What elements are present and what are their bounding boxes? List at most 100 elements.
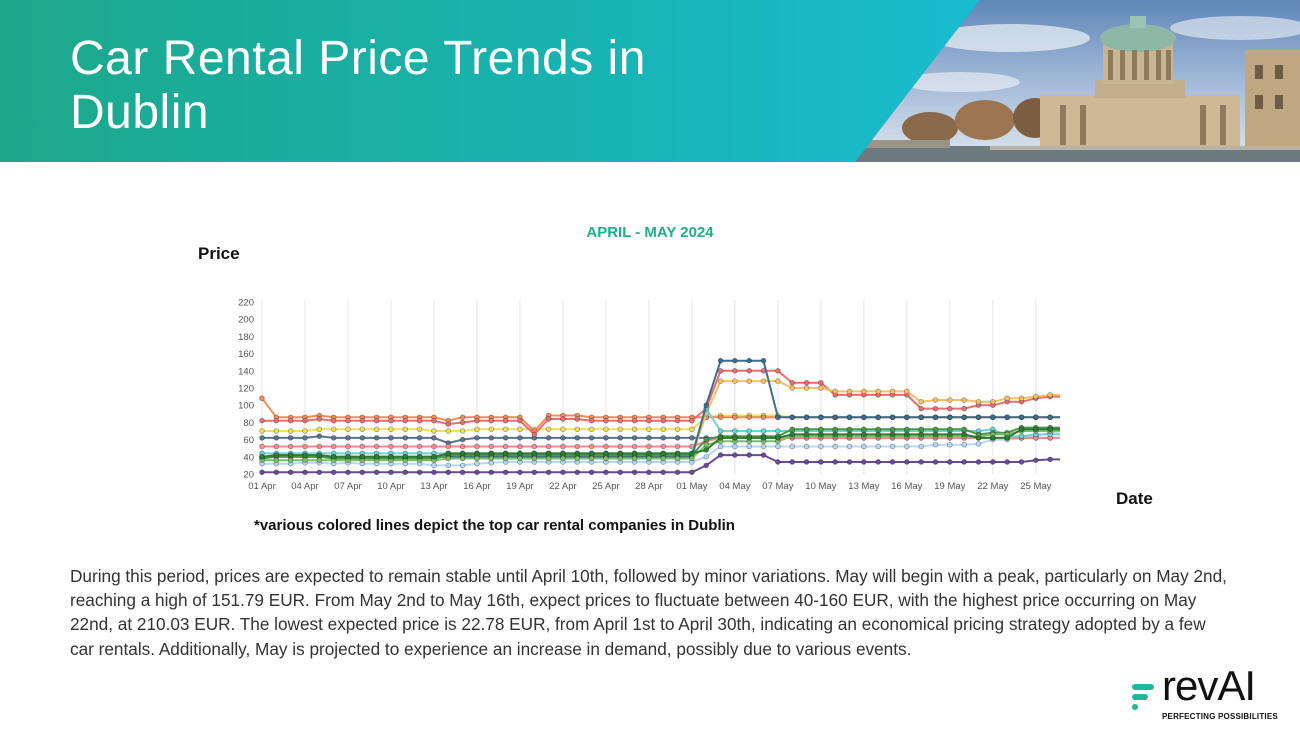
series-point bbox=[302, 452, 308, 458]
series-point bbox=[431, 462, 437, 469]
series-point bbox=[517, 417, 523, 424]
series-point bbox=[431, 443, 437, 450]
series-point bbox=[760, 414, 767, 421]
series-point bbox=[846, 459, 853, 465]
series-point bbox=[875, 431, 881, 438]
series-point bbox=[402, 435, 409, 441]
series-point bbox=[287, 443, 294, 450]
series-point bbox=[502, 450, 509, 457]
series-point bbox=[932, 397, 939, 403]
series-point bbox=[287, 457, 294, 464]
series-point bbox=[617, 469, 624, 476]
series-point bbox=[517, 469, 523, 476]
series-point bbox=[474, 426, 480, 433]
description-paragraph: During this period, prices are expected … bbox=[70, 566, 1227, 659]
y-tick-label: 220 bbox=[238, 298, 254, 309]
series-point bbox=[889, 414, 896, 421]
series-point bbox=[531, 431, 538, 438]
series-point bbox=[588, 455, 595, 462]
x-tick-label: 01 Apr bbox=[248, 481, 275, 492]
series-point bbox=[846, 431, 853, 438]
series-point bbox=[689, 435, 695, 441]
series-point bbox=[345, 454, 351, 460]
series-point bbox=[345, 443, 351, 450]
series-point bbox=[459, 419, 466, 426]
series-point bbox=[1033, 426, 1039, 433]
series-point bbox=[459, 443, 466, 450]
series-point bbox=[947, 414, 953, 421]
series-point bbox=[1004, 435, 1010, 441]
y-tick-label: 160 bbox=[238, 349, 254, 360]
series-point bbox=[545, 469, 552, 476]
series-point bbox=[531, 450, 538, 457]
series-point bbox=[431, 469, 437, 476]
series-point bbox=[947, 441, 953, 448]
y-tick-label: 80 bbox=[243, 418, 254, 429]
series-point bbox=[273, 457, 280, 464]
series-point bbox=[574, 435, 581, 441]
series-point bbox=[703, 402, 710, 408]
series-point bbox=[502, 417, 509, 424]
series-point bbox=[603, 435, 609, 441]
series-point bbox=[803, 459, 810, 465]
series-point bbox=[316, 416, 323, 422]
series-point bbox=[402, 454, 409, 460]
series-point bbox=[918, 459, 924, 465]
series-point bbox=[488, 469, 495, 476]
series-point bbox=[760, 443, 767, 450]
series-point bbox=[775, 443, 781, 450]
series-point bbox=[1004, 395, 1010, 402]
series-point bbox=[631, 426, 638, 433]
x-tick-label: 13 May bbox=[848, 481, 879, 492]
series-point bbox=[717, 357, 724, 364]
series-point bbox=[531, 455, 538, 462]
series-point bbox=[330, 469, 337, 476]
series-point bbox=[259, 428, 265, 434]
series-point bbox=[932, 441, 939, 448]
series-point bbox=[746, 357, 753, 364]
series-point bbox=[273, 469, 280, 476]
series-point bbox=[588, 435, 595, 441]
series-point bbox=[717, 435, 724, 441]
series-point bbox=[746, 452, 753, 458]
series-point bbox=[674, 455, 681, 462]
series-point bbox=[1018, 459, 1025, 465]
series-point bbox=[416, 469, 423, 476]
series-point bbox=[846, 443, 853, 450]
series-point bbox=[574, 426, 581, 433]
series-point bbox=[732, 378, 738, 384]
series-point bbox=[287, 452, 294, 458]
series-point bbox=[947, 426, 953, 433]
series-point bbox=[459, 469, 466, 476]
series-point bbox=[445, 455, 452, 462]
series-point bbox=[1004, 459, 1010, 465]
series-point bbox=[574, 455, 581, 462]
series-point bbox=[889, 426, 896, 433]
series-point bbox=[287, 428, 294, 434]
x-tick-label: 13 Apr bbox=[420, 481, 447, 492]
series-point bbox=[259, 454, 265, 460]
series-point bbox=[574, 450, 581, 457]
x-tick-label: 10 May bbox=[805, 481, 836, 492]
series-point bbox=[717, 378, 724, 384]
series-point bbox=[646, 443, 652, 450]
series-point bbox=[846, 426, 853, 433]
series-point bbox=[588, 450, 595, 457]
series-point bbox=[560, 450, 566, 457]
series-point bbox=[875, 426, 881, 433]
x-tick-label: 28 Apr bbox=[635, 481, 662, 492]
series-point bbox=[875, 443, 881, 450]
series-point bbox=[660, 469, 667, 476]
series-point bbox=[302, 435, 308, 441]
series-point bbox=[975, 459, 982, 465]
series-point bbox=[545, 416, 552, 422]
series-point bbox=[717, 452, 724, 458]
series-point bbox=[345, 426, 351, 433]
series-point bbox=[932, 431, 939, 438]
series-point bbox=[818, 431, 824, 438]
series-point bbox=[459, 436, 466, 443]
series-point bbox=[445, 462, 452, 469]
x-tick-label: 16 May bbox=[891, 481, 922, 492]
series-point bbox=[703, 454, 710, 460]
series-point bbox=[560, 455, 566, 462]
